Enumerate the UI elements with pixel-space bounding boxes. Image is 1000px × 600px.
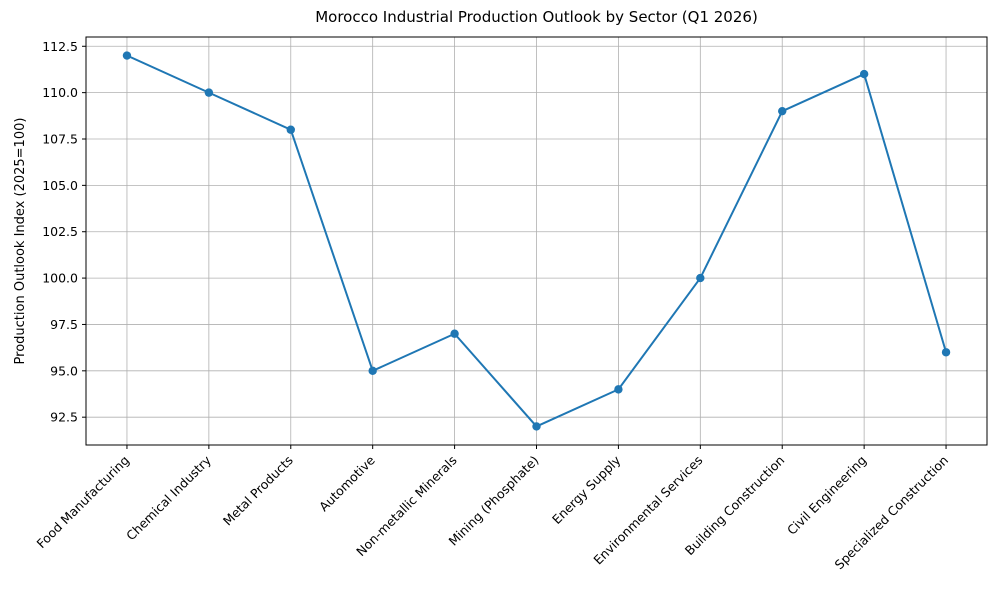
chart-title: Morocco Industrial Production Outlook by…: [315, 8, 758, 26]
y-tick-label: 107.5: [42, 132, 78, 147]
line-series: [122, 51, 951, 431]
data-point: [450, 329, 459, 338]
y-tick-label: 92.5: [50, 410, 78, 425]
y-tick-label: 95.0: [50, 363, 78, 378]
axis-layer: 92.5 95.0 97.5 100.0 102.5 105.0 107.5 110.0 112…: [33, 36, 988, 572]
x-tick-label: Chemical Industry: [123, 452, 214, 543]
data-point: [122, 51, 132, 60]
y-tick-label: 100.0: [42, 271, 78, 286]
data-point: [614, 385, 623, 394]
data-point: [696, 273, 705, 283]
grid-layer: [86, 37, 987, 445]
x-tick-label: Civil Engineering: [784, 453, 869, 538]
x-tick-label: Mining (Phosphate): [445, 453, 541, 549]
y-tick-label: 105.0: [42, 178, 78, 193]
data-point: [204, 88, 214, 97]
y-tick-label: 110.0: [42, 85, 78, 100]
y-tick-label: 112.5: [42, 39, 78, 54]
y-tick-label: 102.5: [42, 224, 78, 239]
x-tick-label: Automotive: [316, 452, 378, 514]
x-tick-label: Metal Products: [220, 453, 296, 529]
x-tick-label: Food Manufacturing: [33, 453, 132, 552]
data-point: [532, 422, 541, 431]
data-point: [859, 69, 869, 79]
data-point: [368, 366, 377, 376]
data-point: [941, 348, 951, 357]
y-axis-label: Production Outlook Index (2025=100): [13, 118, 28, 365]
data-point: [286, 125, 295, 134]
y-tick-label: 97.5: [50, 317, 78, 332]
x-tick-label: Energy Supply: [549, 452, 624, 527]
data-point: [778, 106, 787, 116]
